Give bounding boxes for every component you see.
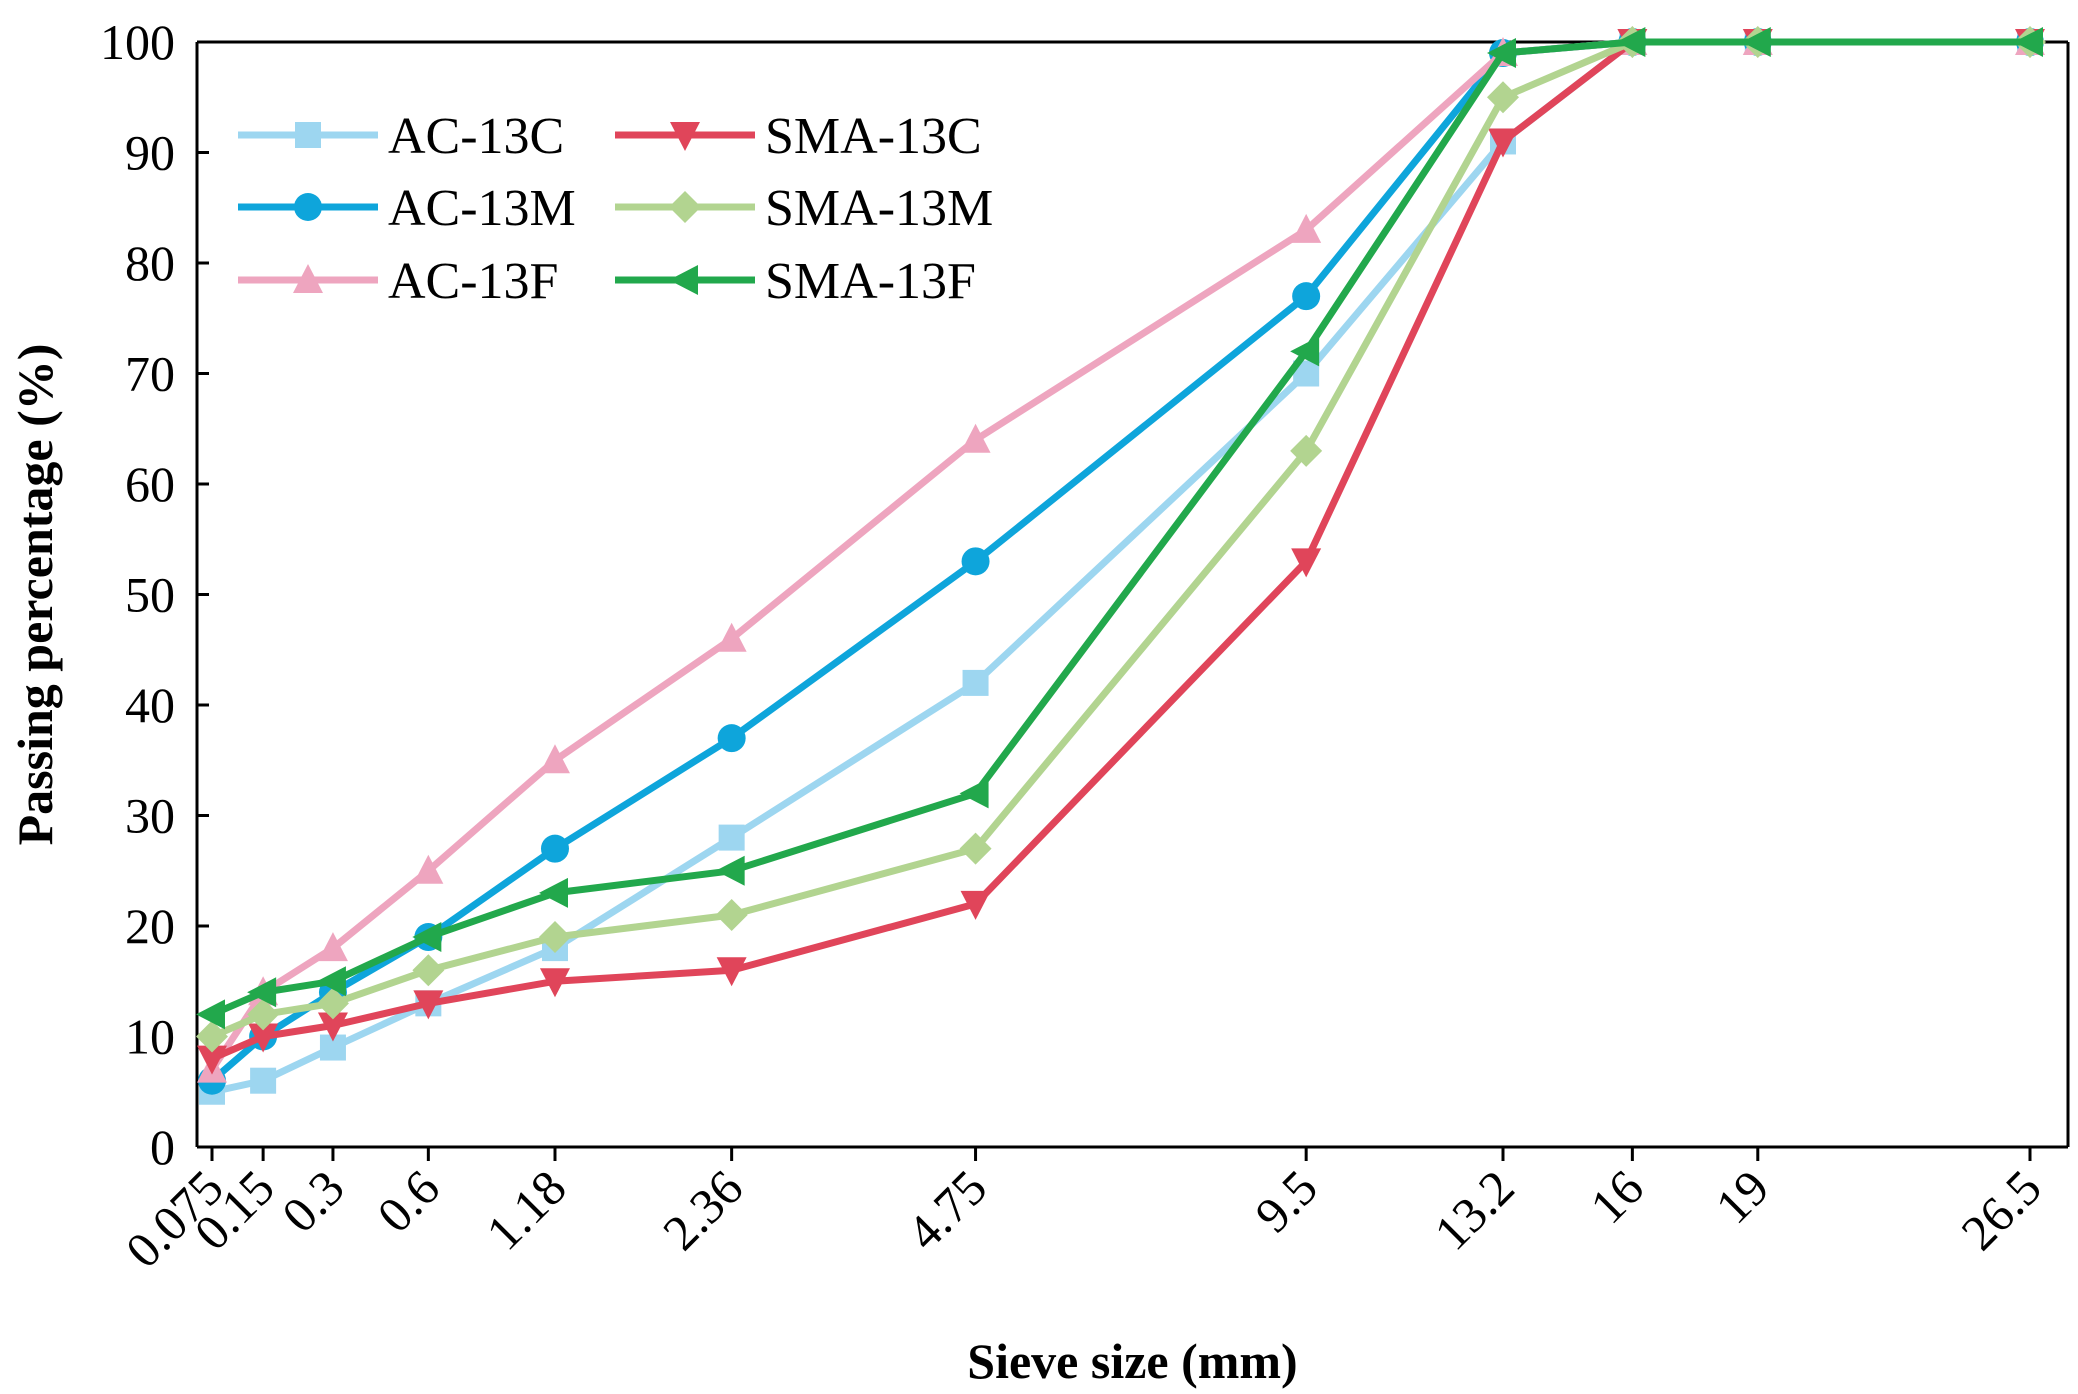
data-point bbox=[960, 423, 991, 453]
y-tick-label: 100 bbox=[100, 14, 175, 70]
data-point bbox=[960, 890, 991, 920]
y-tick-label: 50 bbox=[125, 567, 175, 623]
data-point bbox=[1291, 548, 1322, 578]
data-point bbox=[2014, 27, 2043, 57]
series bbox=[196, 26, 2046, 1105]
data-point bbox=[539, 744, 570, 774]
data-point bbox=[247, 998, 280, 1031]
x-tick-label: 13.2 bbox=[1423, 1159, 1524, 1260]
data-point bbox=[294, 193, 322, 221]
legend-label: SMA-13C bbox=[765, 108, 982, 165]
data-point bbox=[669, 191, 701, 223]
y-tick-label: 40 bbox=[125, 677, 175, 733]
data-point bbox=[962, 669, 989, 696]
data-point bbox=[197, 1045, 227, 1075]
x-tick-label: 0.6 bbox=[366, 1159, 450, 1243]
legend-label: SMA-13F bbox=[765, 253, 976, 310]
data-point bbox=[293, 264, 323, 293]
y-tick-label: 30 bbox=[125, 788, 175, 844]
data-point bbox=[413, 854, 444, 884]
data-point bbox=[1290, 434, 1323, 467]
series-sma-13f bbox=[196, 27, 2043, 1030]
data-point bbox=[1292, 282, 1321, 311]
x-tick-label: 19 bbox=[1705, 1159, 1780, 1234]
data-point bbox=[1291, 213, 1322, 243]
legend-item-ac-13c: AC-13C bbox=[238, 108, 564, 165]
data-point bbox=[295, 122, 321, 148]
data-point bbox=[1486, 38, 1516, 69]
data-point bbox=[412, 954, 445, 987]
data-point bbox=[670, 122, 700, 151]
legend-item-ac-13f: AC-13F bbox=[238, 253, 558, 310]
data-point bbox=[1487, 128, 1518, 158]
data-point bbox=[250, 1067, 277, 1094]
data-point bbox=[717, 724, 746, 753]
y-tick-label: 10 bbox=[125, 1009, 175, 1065]
data-point bbox=[959, 832, 992, 865]
x-tick-label: 26.5 bbox=[1950, 1159, 2051, 1260]
data-point bbox=[669, 265, 698, 295]
y-tick-label: 60 bbox=[125, 456, 175, 512]
data-point bbox=[1616, 27, 1646, 57]
data-point bbox=[1290, 336, 1320, 367]
data-point bbox=[715, 855, 745, 886]
legend-item-sma-13f: SMA-13F bbox=[615, 253, 976, 310]
y-tick-label: 80 bbox=[125, 235, 175, 291]
legend-label: AC-13C bbox=[388, 108, 564, 165]
data-point bbox=[715, 898, 748, 931]
data-point bbox=[716, 622, 747, 652]
y-tick-label: 70 bbox=[125, 346, 175, 402]
data-point bbox=[413, 990, 444, 1020]
data-point bbox=[196, 1020, 228, 1053]
x-tick-label: 0.3 bbox=[271, 1159, 355, 1243]
data-point bbox=[1486, 81, 1519, 114]
data-point bbox=[718, 824, 745, 851]
data-point bbox=[247, 977, 277, 1008]
x-tick-label: 4.75 bbox=[896, 1159, 997, 1260]
data-point bbox=[248, 1023, 279, 1053]
data-point bbox=[538, 921, 571, 954]
data-point bbox=[538, 877, 568, 908]
data-point bbox=[961, 547, 990, 576]
data-point bbox=[317, 1012, 348, 1042]
data-point bbox=[1741, 27, 1771, 57]
y-tick-label: 0 bbox=[150, 1119, 175, 1175]
data-point bbox=[412, 922, 442, 953]
data-point bbox=[539, 968, 570, 998]
legend-item-sma-13m: SMA-13M bbox=[615, 180, 993, 237]
y-tick-label: 90 bbox=[125, 125, 175, 181]
legend-item-sma-13c: SMA-13C bbox=[615, 108, 982, 165]
data-point bbox=[316, 987, 349, 1020]
data-point bbox=[316, 966, 346, 997]
y-ticks: 0 10 20 30 40 50 60 70 80 90 100 bbox=[100, 14, 209, 1175]
data-point bbox=[716, 957, 747, 987]
x-tick-label: 16 bbox=[1579, 1159, 1654, 1234]
legend-item-ac-13m: AC-13M bbox=[238, 180, 576, 237]
x-axis-title: Sieve size (mm) bbox=[967, 1333, 1297, 1389]
data-point bbox=[540, 834, 569, 863]
data-point bbox=[196, 999, 225, 1030]
data-point bbox=[959, 778, 989, 809]
data-point bbox=[317, 932, 348, 962]
legend-label: AC-13F bbox=[388, 253, 558, 310]
legend-label: SMA-13M bbox=[765, 180, 993, 237]
y-tick-label: 20 bbox=[125, 898, 175, 954]
x-tick-label: 1.18 bbox=[475, 1159, 576, 1260]
legend: AC-13C SMA-13C AC-13M SMA-13M AC-13F SMA-13F bbox=[238, 108, 993, 310]
x-tick-label: 9.5 bbox=[1244, 1159, 1328, 1243]
legend-label: AC-13M bbox=[388, 180, 576, 237]
y-axis-title: Passing percentage (%) bbox=[7, 344, 63, 846]
x-tick-label: 2.36 bbox=[652, 1159, 753, 1260]
